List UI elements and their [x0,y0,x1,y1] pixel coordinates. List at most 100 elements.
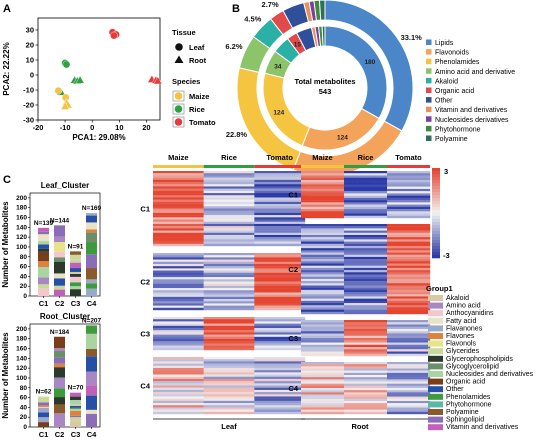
group-legend-label: Flavones [446,333,475,340]
leaf-heatmap-cell [153,359,204,362]
leaf-heatmap-cell [153,361,204,364]
root-heatmap-cell [301,335,345,339]
root-heatmap-cell [344,396,388,400]
root-heatmap-cell [344,213,388,216]
colorbar-step [432,198,440,202]
root-heatmap-cell [301,353,345,357]
root-heatmap-cell [301,173,345,176]
leaf-heatmap-cell [254,389,306,393]
root-heatmap-cell [301,296,345,299]
leaf-heatmap-cell [153,334,204,337]
root-heatmap-cell [344,226,388,229]
leaf-heatmap-cell [153,345,204,348]
leaf-heatmap-cell [153,177,204,181]
leaf-heatmap-cell [203,232,255,236]
leaf-heatmap-cell [203,357,255,360]
leaf-heatmap-cell [203,274,255,278]
root-heatmap-cell [344,401,388,404]
colorbar-step [432,255,440,259]
root-heatmap-cell [301,333,345,336]
root-heatmap-cell [344,289,388,293]
root-y-tick-label: 100 [16,375,27,382]
leaf-heatmap-cell [254,208,306,211]
root-heatmap-cell [344,383,388,387]
root-heatmap-cell [387,366,431,369]
root-heatmap-cell [387,270,431,273]
root-bar-segment [70,407,81,409]
leaf-heatmap-cell [153,279,204,282]
donut-count-label: 124 [337,134,348,141]
leaf-bar-segment [38,267,49,278]
leaf-heatmap-cell [153,400,204,404]
colorbar-step [432,180,440,184]
root-heatmap-cell [344,179,388,183]
leaf-heatmap-cell [153,365,204,369]
root-heatmap-column-bar [301,165,344,168]
donut-legend-label: Amino acid and derivative [435,69,515,76]
leaf-heatmap-cell [254,370,306,373]
root-heatmap-cell [344,322,388,325]
root-heatmap-cell [301,204,345,208]
root-heatmap-cell [301,401,345,404]
root-y-tick-label: 140 [16,355,27,362]
root-heatmap-cell [344,409,388,413]
root-heatmap-cell [387,239,431,242]
panel-label-c: C [3,174,11,186]
root-heatmap-cell [344,309,388,313]
root-heatmap-cell [301,234,345,238]
colorbar-step [432,234,440,238]
leaf-heatmap-cell [153,228,204,231]
leaf-bar-segment [38,261,49,268]
colorbar-step [432,201,440,205]
colorbar-step [432,171,440,175]
colorbar-step [432,216,440,220]
colorbar-step [432,243,440,247]
leaf-heatmap-cell [254,186,306,189]
leaf-heatmap-cell [153,277,204,280]
leaf-heatmap-cell [254,328,306,331]
root-bar-segment [38,396,49,398]
leaf-heatmap-cell [203,199,255,203]
group-legend-label: Vitamin and derivatives [446,424,519,431]
leaf-heatmap-cell [203,367,255,371]
root-heatmap-cell [301,254,345,258]
leaf-heatmap-cell [153,204,204,207]
root-bar-segment [54,357,65,364]
root-heatmap-cell [301,272,345,275]
root-heatmap-cell [301,259,345,262]
leaf-heatmap-cell [254,223,306,227]
root-heatmap-cell [301,193,345,196]
group-legend-swatch [428,355,443,362]
donut-legend-swatch [426,106,432,113]
leaf-heatmap-column-bar [254,165,305,168]
root-heatmap-cell [387,283,431,286]
leaf-bar-segment [86,215,97,223]
leaf-heatmap-cell [203,411,255,415]
root-heatmap-cell [387,351,431,354]
root-heatmap-cell [301,232,345,236]
root-heatmap-cell [387,188,431,192]
root-bar-segment [86,409,97,414]
root-heatmap-cell [344,392,388,395]
leaf-heatmap-cell [203,283,255,287]
leaf-heatmap-cell [254,394,306,397]
root-bar-segment [70,417,81,422]
root-heatmap-cell [387,173,431,176]
root-heatmap-cell [387,329,431,332]
root-heatmap-cell [301,289,345,293]
leaf-bar-segment [38,231,49,235]
root-bar-segment [70,400,81,405]
leaf-heatmap-cell [254,217,306,220]
root-heatmap-cell [301,263,345,266]
root-heatmap-cell [301,396,345,400]
root-heatmap-cell [301,375,345,378]
leaf-bar-segment [54,273,65,279]
root-heatmap-cell [344,285,388,288]
root-heatmap-cell [344,331,388,334]
leaf-heatmap-cluster-label: C4 [140,382,150,391]
leaf-heatmap-cell [153,261,204,265]
root-x-tick-label: C4 [87,430,97,439]
root-heatmap-cell [301,274,345,277]
leaf-heatmap-cell [153,193,204,196]
